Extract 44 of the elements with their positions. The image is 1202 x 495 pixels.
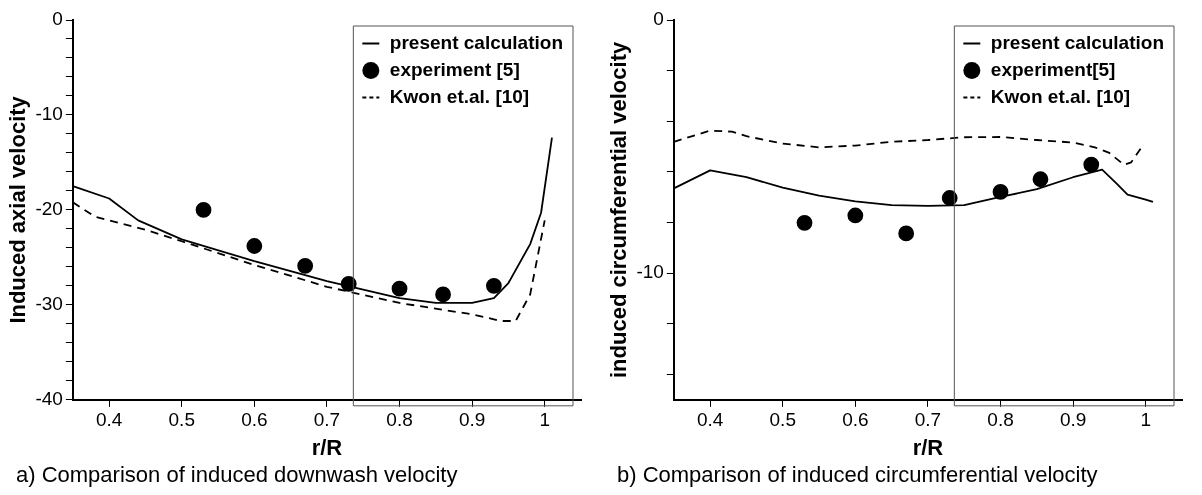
y-tick-label: -30: [35, 293, 63, 315]
point: [485, 277, 502, 294]
point: [1032, 171, 1049, 188]
legend-label: experiment [5]: [389, 58, 520, 80]
x-tick-label: 0.8: [386, 409, 413, 431]
y-tick-label: -40: [35, 388, 63, 410]
point: [898, 225, 915, 242]
x-tick-label: 0.6: [241, 409, 268, 431]
y-tick-label: 0: [653, 8, 664, 30]
point: [246, 238, 263, 254]
legend-label: Kwon et.al. [10]: [990, 85, 1131, 107]
y-axis-title: induced circumferential velocity: [606, 41, 632, 379]
legend-label: experiment[5]: [990, 58, 1116, 80]
x-tick-label: 0.9: [458, 409, 486, 431]
point: [435, 286, 451, 303]
x-tick-label: 0.5: [769, 409, 796, 431]
y-tick-label: -10: [636, 261, 664, 283]
x-tick-label: 1: [539, 409, 550, 431]
point: [391, 280, 408, 297]
x-tick-label: 0.4: [696, 409, 724, 431]
x-tick-label: 0.4: [95, 409, 123, 431]
point: [796, 214, 813, 231]
y-axis-title: Induced axial velocity: [5, 95, 31, 324]
x-tick-label: 0.8: [987, 409, 1014, 431]
text: b) Comparison of induced circumferential velocity: [617, 462, 1099, 488]
point: [195, 202, 212, 218]
x-tick-label: 0.6: [842, 409, 869, 431]
point: [1083, 156, 1100, 173]
x-axis-title: r/R: [311, 434, 343, 460]
legend-label: Kwon et.al. [10]: [389, 85, 530, 107]
x-tick-label: 0.9: [1059, 409, 1087, 431]
point: [297, 258, 314, 274]
y-tick-label: -20: [35, 198, 63, 220]
y-tick-label: 0: [52, 8, 63, 30]
legend-label: present calculation: [389, 31, 564, 53]
x-tick-label: 0.5: [168, 409, 195, 431]
text: a) Comparison of induced downwash velocity: [16, 462, 459, 488]
x-axis-title: r/R: [912, 434, 944, 460]
x-tick-label: 1: [1140, 409, 1151, 431]
y-tick-label: -10: [35, 103, 63, 125]
legend-label: present calculation: [990, 31, 1165, 53]
x-tick-label: 0.7: [914, 409, 942, 431]
point: [847, 207, 864, 224]
x-tick-label: 0.7: [313, 409, 341, 431]
